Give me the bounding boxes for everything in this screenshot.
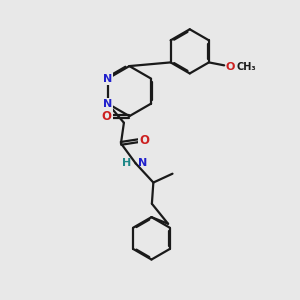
Text: N: N bbox=[103, 99, 112, 109]
Text: O: O bbox=[226, 62, 235, 72]
Text: O: O bbox=[101, 110, 111, 123]
Text: N: N bbox=[138, 158, 147, 168]
Text: N: N bbox=[103, 74, 112, 84]
Text: O: O bbox=[139, 134, 149, 147]
Text: CH₃: CH₃ bbox=[237, 62, 256, 72]
Text: H: H bbox=[122, 158, 131, 168]
